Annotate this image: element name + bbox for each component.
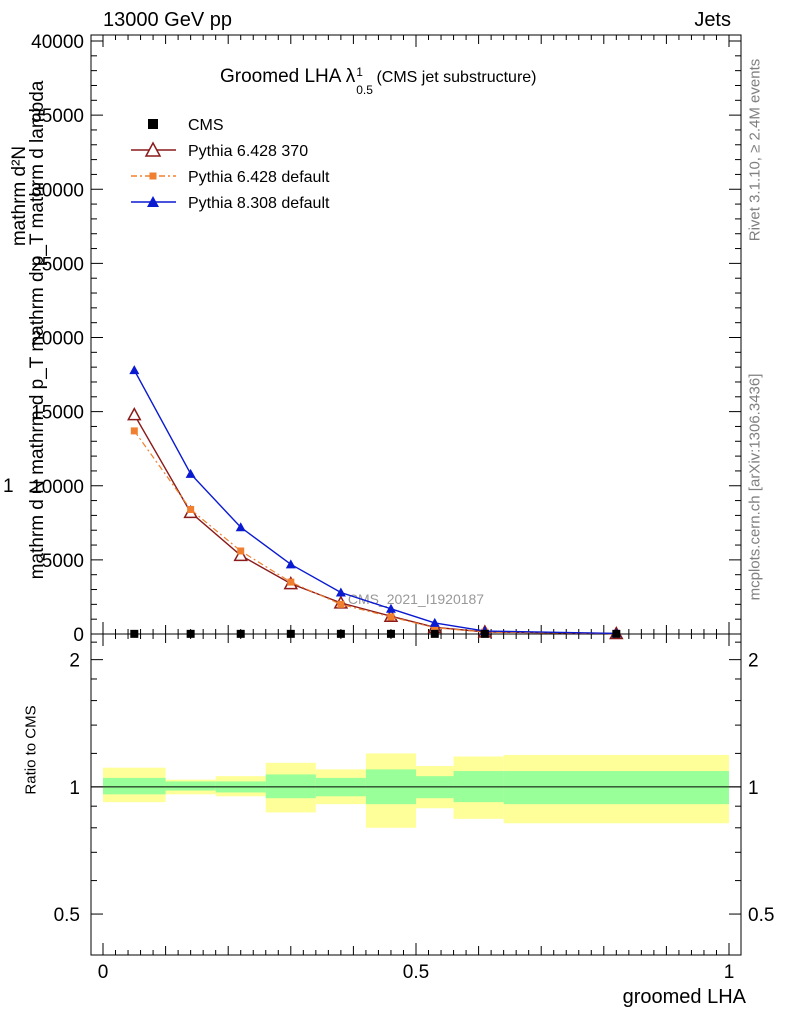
series-point [130,427,138,435]
y-axis-label-ratio: Ratio to CMS [22,705,40,795]
series-point [233,547,248,562]
data-point [336,629,345,638]
x-tick-label: 0.5 [403,962,429,983]
legend-marker [147,196,159,207]
series-point [385,603,396,613]
legend-marker [149,172,157,180]
data-point [612,629,621,638]
series-point [429,617,440,627]
ratio-y-tick-label-right: 1 [748,778,759,799]
rivet-label: Rivet 3.1.10, ≥ 2.4M events [746,58,764,242]
series-point [235,522,246,532]
y-axis-label-main-bottom: mathrm d N mathrm d p_T mathrm d p_T mat… [27,80,48,580]
y-tick-label-main: 40000 [31,32,84,53]
y-axis-label-main-prefix: 1 [3,476,14,497]
data-point [286,629,295,638]
series-point [129,365,140,375]
data-point [386,629,395,638]
ratio-y-tick-label-right: 0.5 [748,905,774,926]
y-tick-label-main: 5000 [42,551,84,572]
x-tick-label: 1 [724,962,735,983]
data-point [186,629,195,638]
chart-title-sub: 0.5 [356,83,373,97]
chart-title: Groomed LHA λ 1 0.5 (CMS jet substructure) [220,65,537,97]
y-tick-label-main: 30000 [31,180,84,201]
ratio-band-inner [165,781,216,791]
series-point [285,559,296,569]
analysis-watermark: CMS_2021_I1920187 [348,591,484,607]
ratio-y-tick-label-left: 0.5 [54,905,80,926]
legend-label: Pythia 6.428 370 [188,143,308,160]
y-tick-label-main: 25000 [31,254,84,275]
legend-marker [144,141,162,157]
chart-title-text: Groomed LHA [220,66,341,87]
series-point [237,547,245,555]
series-point [387,613,395,621]
data-point [480,629,489,638]
legend-marker [148,119,158,129]
ratio-band-inner [503,771,729,805]
data-point [236,629,245,638]
header-left: 13000 GeV pp [103,9,232,31]
chart-title-note: (CMS jet substructure) [376,69,537,86]
series-point [287,578,295,586]
ratio-band-inner [103,777,166,795]
y-tick-label-main: 0 [73,625,84,646]
y-tick-label-main: 10000 [31,477,84,498]
chart-title-sup: 1 [356,65,363,79]
legend-label: Pythia 8.308 default [188,195,330,212]
data-point [430,629,439,638]
y-tick-label-main: 15000 [31,403,84,424]
mcplots-label: mcplots.cern.ch [arXiv:1306.3436] [746,373,764,601]
data-point [130,629,139,638]
chart-title-symbol: λ [345,66,356,87]
ratio-y-tick-label-left: 1 [69,778,80,799]
x-axis-label: groomed LHA [622,986,746,1008]
header-right: Jets [694,9,731,31]
ratio-y-tick-label-left: 2 [69,651,80,672]
y-tick-label-main: 20000 [31,329,84,350]
ratio-y-tick-label-right: 2 [748,651,759,672]
series-point [187,505,195,513]
y-tick-label-main: 35000 [31,106,84,127]
x-tick-label: 0 [98,962,109,983]
series-point [337,600,345,608]
legend-label: Pythia 6.428 default [188,169,330,186]
series-point [431,624,439,632]
series-point [335,587,346,597]
series-point [185,468,196,478]
series-point [127,407,142,421]
ratio-band-inner [265,774,316,799]
legend-label: CMS [188,117,224,134]
